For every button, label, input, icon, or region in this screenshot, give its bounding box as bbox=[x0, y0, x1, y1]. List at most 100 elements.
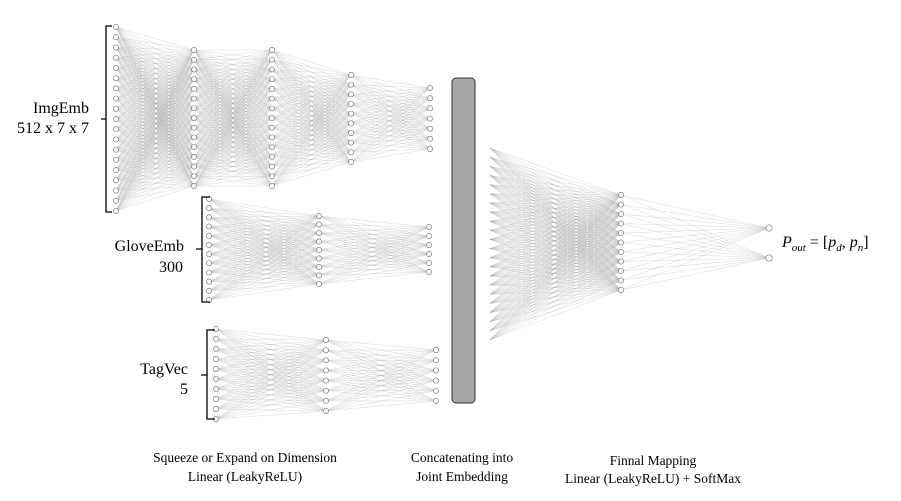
connection-line bbox=[115, 146, 195, 171]
connection-line bbox=[318, 235, 430, 259]
connection-line bbox=[115, 67, 195, 109]
connection-line bbox=[115, 49, 195, 150]
caption-final-line2: Linear (LeakyReLU) + SoftMax bbox=[565, 471, 741, 486]
connection-line bbox=[115, 49, 195, 130]
img-neuron-node bbox=[113, 64, 119, 71]
connection-line bbox=[115, 77, 195, 99]
connection-line bbox=[489, 239, 622, 272]
connection-line bbox=[489, 275, 622, 281]
connection-line bbox=[350, 103, 431, 139]
img-input-dim: 512 x 7 x 7 bbox=[17, 120, 89, 137]
connection-line bbox=[208, 224, 320, 264]
connection-line bbox=[489, 193, 622, 215]
connection-line bbox=[271, 113, 352, 187]
connection-line bbox=[620, 257, 770, 272]
connection-line bbox=[318, 262, 430, 285]
connection-line bbox=[115, 127, 195, 161]
connection-line bbox=[350, 138, 431, 143]
connection-line bbox=[115, 98, 195, 119]
img-neuron-node bbox=[191, 56, 197, 63]
connection-line bbox=[115, 37, 195, 99]
connection-line bbox=[115, 117, 195, 212]
connection-line bbox=[350, 132, 431, 140]
connection-line bbox=[208, 215, 320, 236]
connection-line bbox=[115, 146, 195, 161]
neuron-nodes bbox=[113, 24, 773, 422]
img-neuron-node bbox=[191, 144, 197, 151]
output-p2: p bbox=[849, 234, 858, 251]
connection-line bbox=[489, 202, 622, 234]
connection-line bbox=[193, 98, 273, 187]
connection-line bbox=[489, 193, 622, 205]
tag-neuron-node bbox=[323, 397, 329, 404]
connection-line bbox=[115, 57, 195, 128]
connection-line bbox=[318, 253, 430, 276]
connection-line bbox=[115, 78, 195, 177]
connection-line bbox=[115, 88, 195, 99]
img-neuron-node bbox=[113, 187, 119, 194]
connection-line bbox=[208, 208, 320, 217]
connection-line bbox=[620, 232, 770, 259]
connection-line bbox=[325, 349, 437, 412]
connection-line bbox=[350, 108, 431, 163]
connection-line bbox=[350, 84, 431, 89]
connection-line bbox=[350, 98, 431, 143]
tag-neuron-node bbox=[323, 377, 329, 384]
connection-line bbox=[318, 253, 430, 259]
connection-line bbox=[489, 248, 622, 262]
connection-line bbox=[350, 97, 431, 105]
connection-line bbox=[115, 37, 195, 109]
connection-line bbox=[489, 257, 622, 262]
connection-line bbox=[208, 272, 320, 285]
connection-line bbox=[271, 103, 352, 187]
connection-line bbox=[115, 117, 195, 150]
connection-line bbox=[115, 139, 195, 177]
connection-line bbox=[115, 67, 195, 80]
connection-line bbox=[208, 198, 320, 242]
connection-line bbox=[115, 137, 195, 161]
connection-line bbox=[620, 213, 770, 259]
connection-line bbox=[115, 88, 195, 138]
final-neuron-node bbox=[618, 268, 624, 274]
connection-line bbox=[489, 239, 622, 281]
connection-line bbox=[115, 98, 195, 138]
img-neuron-node bbox=[348, 149, 354, 156]
connection-line bbox=[115, 49, 195, 89]
connection-line bbox=[193, 59, 273, 187]
connection-line bbox=[115, 69, 195, 120]
connection-line bbox=[115, 108, 195, 130]
glove-neuron-node bbox=[206, 278, 212, 285]
connection-line bbox=[115, 98, 195, 148]
connection-line bbox=[115, 166, 195, 212]
connection-line bbox=[489, 242, 622, 249]
connection-line bbox=[350, 84, 431, 139]
glove-neuron-node bbox=[426, 242, 432, 248]
connection-line bbox=[115, 118, 195, 177]
connection-line bbox=[489, 266, 622, 291]
connection-line bbox=[115, 26, 195, 80]
img-neuron-node bbox=[269, 47, 275, 53]
connection-line bbox=[115, 49, 195, 212]
connection-line bbox=[271, 74, 352, 138]
connection-line bbox=[208, 272, 320, 276]
connection-line bbox=[350, 87, 431, 163]
connection-line bbox=[620, 223, 770, 229]
img-neuron-node bbox=[269, 85, 275, 92]
connection-line bbox=[115, 129, 195, 167]
connection-line bbox=[208, 215, 320, 255]
connection-line bbox=[489, 202, 622, 205]
connection-line bbox=[115, 117, 195, 120]
img-neuron-node bbox=[191, 47, 197, 53]
connection-line bbox=[115, 159, 195, 177]
connection-line bbox=[318, 244, 430, 276]
connection-line bbox=[318, 244, 430, 268]
connection-line bbox=[208, 258, 320, 264]
connection-line bbox=[271, 74, 352, 177]
img-neuron-node bbox=[269, 56, 275, 63]
connection-line bbox=[115, 117, 195, 140]
connection-line bbox=[208, 241, 320, 273]
connection-line bbox=[350, 118, 431, 163]
connection-line bbox=[489, 193, 622, 224]
connection-line bbox=[489, 194, 622, 213]
